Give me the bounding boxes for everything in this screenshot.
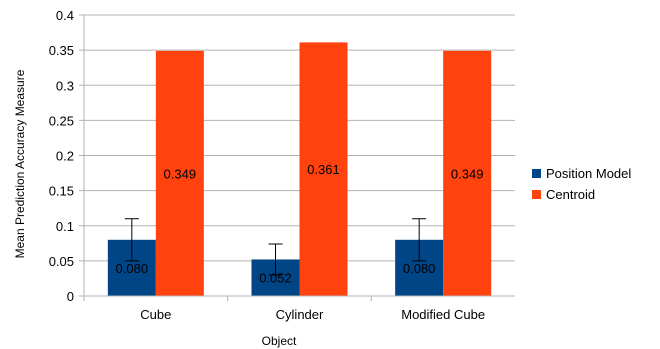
legend-swatch-position-model — [532, 169, 541, 178]
x-tick-label: Cylinder — [276, 307, 324, 322]
y-tick-label: 0 — [67, 289, 74, 304]
data-label: 0.080 — [403, 261, 436, 276]
data-label: 0.080 — [116, 261, 149, 276]
data-labels: 0.080 0.349 0.052 0.361 0.080 0.349 — [116, 162, 484, 286]
bars — [107, 42, 492, 297]
y-tick-label: 0.2 — [56, 149, 74, 164]
x-tick-label: Cube — [140, 307, 171, 322]
x-tick-label: Modified Cube — [401, 307, 485, 322]
bar-centroid — [443, 50, 492, 296]
y-tick-label: 0.4 — [56, 8, 74, 23]
x-axis-title: Object — [262, 334, 297, 348]
y-axis-title: Mean Prediction Accuracy Measure — [13, 69, 27, 258]
x-axis-ticks: Cube Cylinder Modified Cube — [83, 296, 485, 322]
legend-swatch-centroid — [532, 190, 541, 199]
bar-centroid — [299, 42, 348, 297]
y-tick-label: 0.05 — [49, 254, 74, 269]
error-bars — [124, 218, 427, 276]
legend-label-centroid: Centroid — [546, 187, 595, 202]
data-label: 0.349 — [164, 166, 197, 181]
data-label: 0.361 — [307, 162, 340, 177]
data-label: 0.052 — [259, 271, 292, 286]
data-label: 0.349 — [451, 166, 484, 181]
y-tick-label: 0.15 — [49, 184, 74, 199]
legend: Position Model Centroid — [532, 166, 631, 202]
y-axis-ticks: 0 0.05 0.1 0.15 0.2 0.25 0.3 0.35 0.4 — [49, 8, 84, 304]
y-tick-label: 0.35 — [49, 43, 74, 58]
legend-label-position-model: Position Model — [546, 166, 631, 181]
axes — [83, 15, 515, 297]
y-tick-label: 0.3 — [56, 78, 74, 93]
bar-centroid — [155, 50, 204, 296]
y-tick-label: 0.25 — [49, 113, 74, 128]
y-tick-label: 0.1 — [56, 219, 74, 234]
